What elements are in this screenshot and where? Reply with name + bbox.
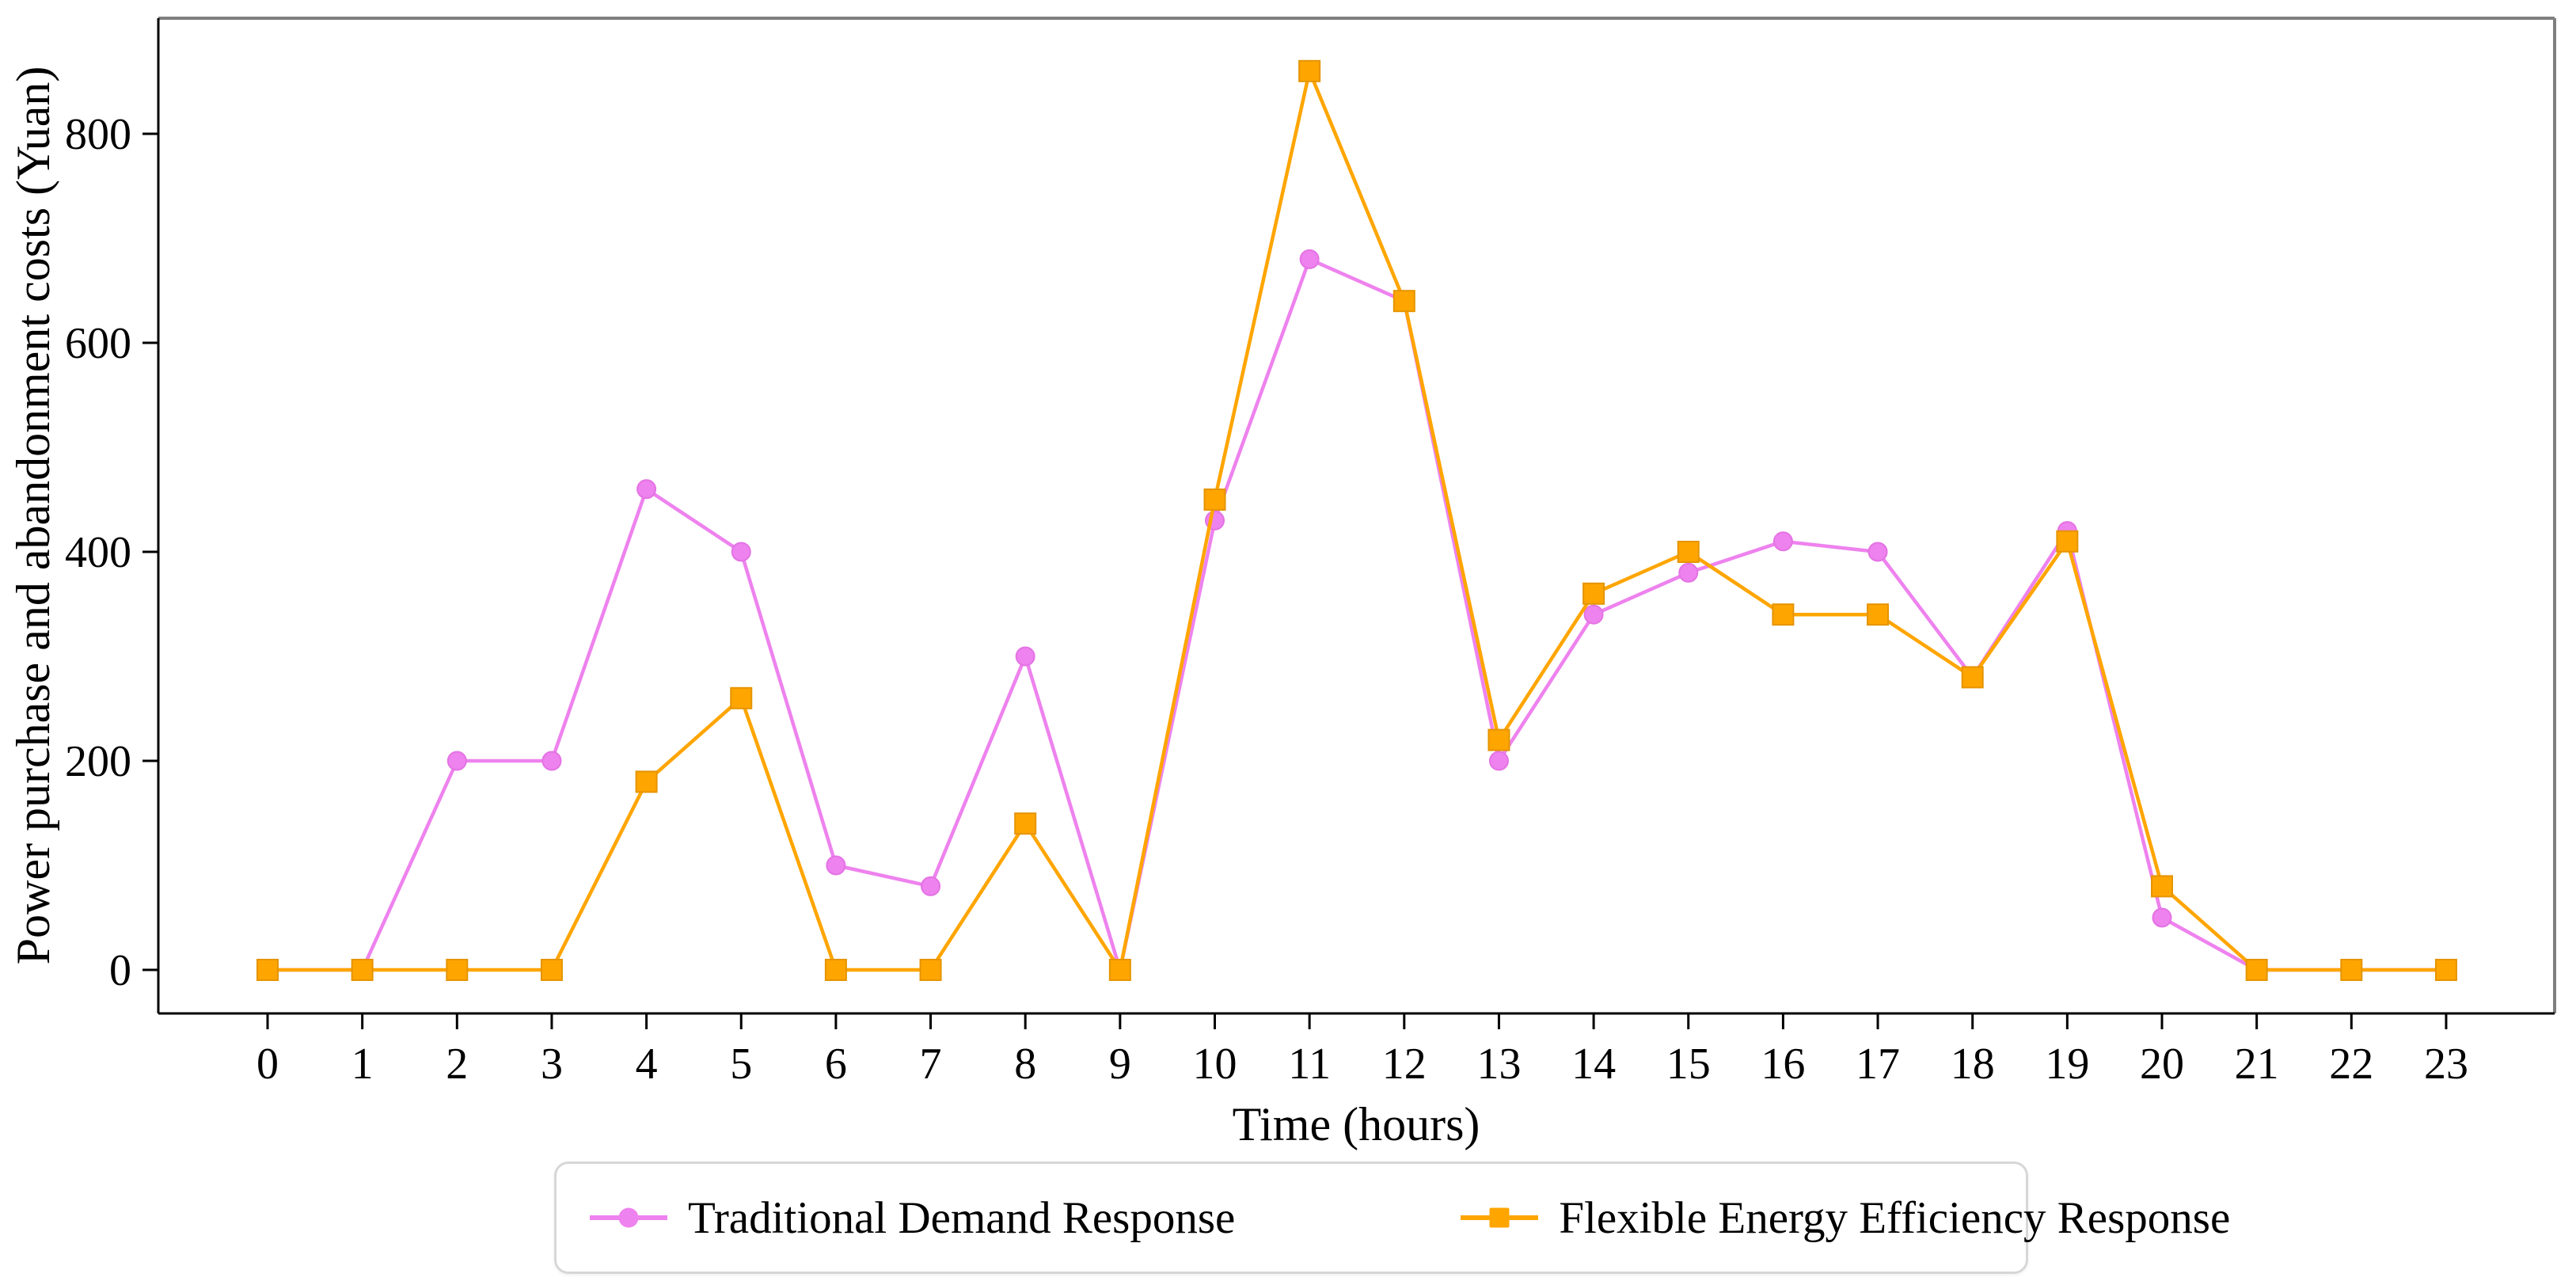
data-point-marker bbox=[446, 959, 469, 981]
data-point-marker bbox=[1772, 531, 1793, 552]
data-series bbox=[256, 59, 2457, 981]
data-point-marker bbox=[635, 770, 658, 793]
y-tick-label: 200 bbox=[65, 737, 131, 786]
x-tick-label: 22 bbox=[2329, 1040, 2373, 1089]
data-point-marker bbox=[1203, 489, 1226, 511]
legend-entry-flexible: Flexible Energy Efficiency Response bbox=[1461, 1196, 2230, 1241]
data-point-marker bbox=[1014, 812, 1037, 835]
data-point-marker bbox=[446, 751, 467, 771]
x-tick-label: 1 bbox=[351, 1040, 374, 1089]
x-axis-label: Time (hours) bbox=[1233, 1098, 1480, 1150]
x-tick-label: 10 bbox=[1193, 1040, 1237, 1089]
x-tick-label: 19 bbox=[2045, 1040, 2089, 1089]
legend-entry-traditional: Traditional Demand Response bbox=[590, 1196, 1235, 1241]
data-point-marker bbox=[731, 542, 751, 562]
x-tick-label: 13 bbox=[1476, 1040, 1521, 1089]
x-tick-label: 18 bbox=[1951, 1040, 1995, 1089]
data-point-marker bbox=[1487, 728, 1510, 751]
y-tick-label: 800 bbox=[65, 110, 131, 159]
y-tick-label: 400 bbox=[65, 528, 131, 577]
data-point-marker bbox=[636, 479, 657, 500]
data-point-marker bbox=[1488, 751, 1509, 771]
x-tick-label: 17 bbox=[1856, 1040, 1900, 1089]
data-point-marker bbox=[1867, 603, 1890, 626]
data-point-marker bbox=[256, 959, 279, 981]
x-tick-label: 3 bbox=[541, 1040, 563, 1089]
data-point-marker bbox=[1867, 542, 1888, 562]
x-tick-label: 20 bbox=[2140, 1040, 2184, 1089]
data-point-marker bbox=[826, 855, 846, 876]
data-point-marker bbox=[2152, 907, 2172, 928]
y-tick-label: 600 bbox=[65, 319, 131, 368]
data-point-marker bbox=[1583, 604, 1604, 625]
axis-ticks: 0 1 2 3 4 5 6 7 8 9 10 11 12 13 14 15 16 17 18 19 20 21 22 2302… bbox=[65, 110, 2468, 1089]
data-point-marker bbox=[824, 959, 847, 981]
x-tick-label: 15 bbox=[1666, 1040, 1711, 1089]
data-point-marker bbox=[540, 959, 563, 981]
x-tick-label: 23 bbox=[2424, 1040, 2468, 1089]
data-point-marker bbox=[1678, 562, 1699, 583]
y-axis-label: Power purchase and abandonment costs (Yu… bbox=[7, 67, 59, 965]
data-point-marker bbox=[1677, 541, 1700, 563]
x-tick-label: 5 bbox=[730, 1040, 752, 1089]
x-tick-label: 16 bbox=[1761, 1040, 1805, 1089]
data-point-marker bbox=[1961, 666, 1984, 689]
data-point-marker bbox=[730, 686, 753, 709]
x-tick-label: 7 bbox=[920, 1040, 942, 1089]
legend-circle-marker-icon bbox=[618, 1207, 639, 1228]
data-point-marker bbox=[1582, 582, 1605, 605]
data-point-marker bbox=[919, 959, 942, 981]
x-tick-label: 14 bbox=[1571, 1040, 1616, 1089]
data-point-marker bbox=[921, 876, 941, 896]
x-tick-label: 6 bbox=[825, 1040, 847, 1089]
legend-label-traditional: Traditional Demand Response bbox=[688, 1192, 1236, 1243]
legend-square-marker-icon bbox=[1489, 1207, 1510, 1228]
plot-spines bbox=[157, 17, 2556, 1015]
x-tick-label: 2 bbox=[446, 1040, 468, 1089]
data-point-marker bbox=[1015, 646, 1035, 667]
data-point-marker bbox=[1772, 603, 1795, 626]
data-point-marker bbox=[351, 959, 374, 981]
legend-swatch-flexible bbox=[1461, 1204, 1539, 1231]
legend-label-flexible: Flexible Energy Efficiency Response bbox=[1559, 1192, 2231, 1243]
x-tick-label: 9 bbox=[1109, 1040, 1131, 1089]
data-point-marker bbox=[541, 751, 562, 771]
x-tick-label: 21 bbox=[2235, 1040, 2279, 1089]
x-tick-label: 0 bbox=[256, 1040, 279, 1089]
x-tick-label: 12 bbox=[1382, 1040, 1427, 1089]
data-point-marker bbox=[2151, 875, 2173, 898]
data-point-marker bbox=[1299, 249, 1320, 269]
data-point-marker bbox=[1298, 59, 1321, 82]
data-point-marker bbox=[2340, 959, 2363, 981]
x-tick-label: 8 bbox=[1014, 1040, 1036, 1089]
y-tick-label: 0 bbox=[109, 946, 131, 995]
legend-swatch-traditional bbox=[590, 1204, 667, 1231]
x-tick-label: 4 bbox=[636, 1040, 658, 1089]
x-tick-label: 11 bbox=[1288, 1040, 1331, 1089]
series-line-1 bbox=[268, 69, 2446, 972]
legend: Traditional Demand Response Flexible Ene… bbox=[554, 1161, 2230, 1274]
data-point-marker bbox=[2056, 530, 2079, 553]
series-line-0 bbox=[268, 257, 2446, 972]
data-point-marker bbox=[2434, 959, 2457, 981]
data-point-marker bbox=[1108, 959, 1131, 981]
data-point-marker bbox=[2245, 959, 2268, 981]
data-point-marker bbox=[1392, 290, 1415, 313]
